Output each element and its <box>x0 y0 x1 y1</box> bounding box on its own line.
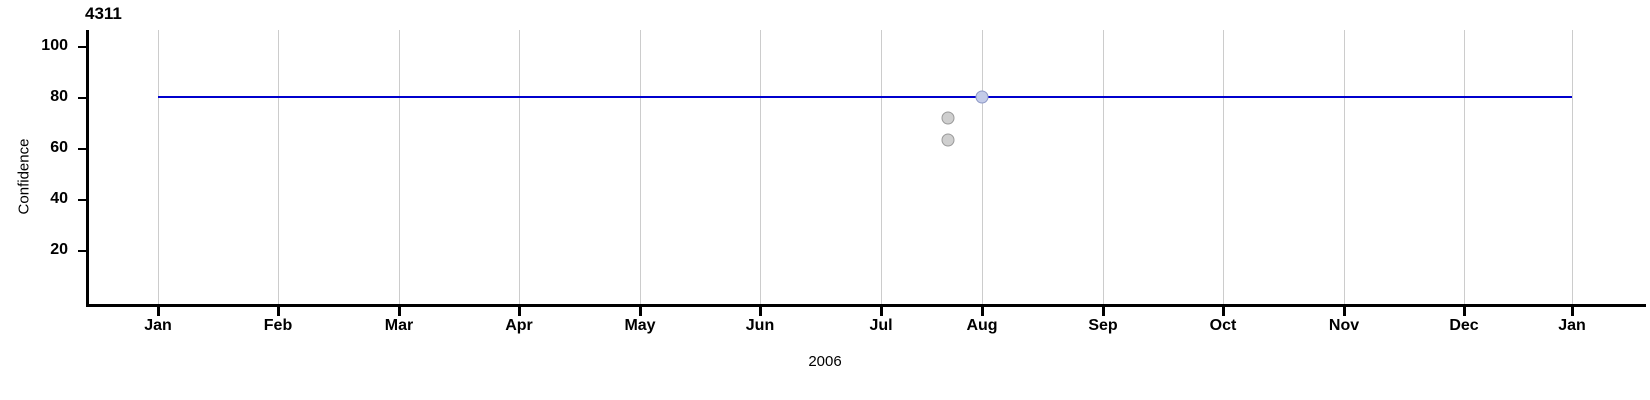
y-tick-40 <box>78 199 86 201</box>
y-tick-label-100: 100 <box>41 37 68 54</box>
x-tick-jan-2 <box>1571 307 1574 316</box>
x-tick-label-aug: Aug <box>966 317 998 334</box>
x-tick-label-nov: Nov <box>1328 317 1360 334</box>
y-tick-100 <box>78 46 86 48</box>
gridline-sep <box>1103 30 1104 306</box>
x-tick-mar <box>398 307 401 316</box>
y-tick-label-80: 80 <box>50 88 68 105</box>
y-tick-80 <box>78 97 86 99</box>
y-tick-20 <box>78 250 86 252</box>
gridline-jul <box>881 30 882 306</box>
x-tick-aug <box>981 307 984 316</box>
data-point[interactable] <box>975 90 989 104</box>
x-tick-dec <box>1463 307 1466 316</box>
gridline-mar <box>399 30 400 306</box>
x-tick-label-feb: Feb <box>263 317 293 334</box>
chart-title: 4311 <box>85 4 122 23</box>
data-point[interactable] <box>941 133 955 147</box>
data-point[interactable] <box>941 111 955 125</box>
x-tick-label-mar: Mar <box>384 317 414 334</box>
x-tick-jul <box>880 307 883 316</box>
threshold-line <box>158 96 1572 98</box>
y-axis-title: Confidence <box>15 138 33 215</box>
y-axis-line <box>86 30 89 307</box>
x-tick-label-jul: Jul <box>869 317 893 334</box>
plot-area <box>87 30 1646 306</box>
x-tick-label-apr: Apr <box>505 317 533 334</box>
gridline-feb <box>278 30 279 306</box>
x-tick-oct <box>1222 307 1225 316</box>
y-tick-60 <box>78 148 86 150</box>
y-tick-label-20: 20 <box>50 241 68 258</box>
gridline-jan-2 <box>1572 30 1573 306</box>
gridline-oct <box>1223 30 1224 306</box>
x-tick-label-jun: Jun <box>745 317 775 334</box>
gridline-jun <box>760 30 761 306</box>
x-axis-line <box>86 304 1646 307</box>
gridline-may <box>640 30 641 306</box>
gridline-apr <box>519 30 520 306</box>
x-tick-label-jan-2: Jan <box>1558 317 1586 334</box>
gridline-jan-1 <box>158 30 159 306</box>
x-tick-sep <box>1102 307 1105 316</box>
gridline-dec <box>1464 30 1465 306</box>
x-tick-label-dec: Dec <box>1449 317 1479 334</box>
gridline-nov <box>1344 30 1345 306</box>
x-tick-jan-1 <box>157 307 160 316</box>
x-axis-title: 2006 <box>808 353 842 370</box>
x-tick-label-sep: Sep <box>1088 317 1118 334</box>
x-tick-nov <box>1343 307 1346 316</box>
x-tick-label-jan-1: Jan <box>144 317 172 334</box>
x-tick-jun <box>759 307 762 316</box>
x-tick-label-may: May <box>624 317 656 334</box>
x-tick-label-oct: Oct <box>1209 317 1237 334</box>
y-tick-label-60: 60 <box>50 139 68 156</box>
y-tick-label-40: 40 <box>50 190 68 207</box>
x-tick-may <box>639 307 642 316</box>
x-tick-feb <box>277 307 280 316</box>
gridline-aug <box>982 30 983 306</box>
x-tick-apr <box>518 307 521 316</box>
